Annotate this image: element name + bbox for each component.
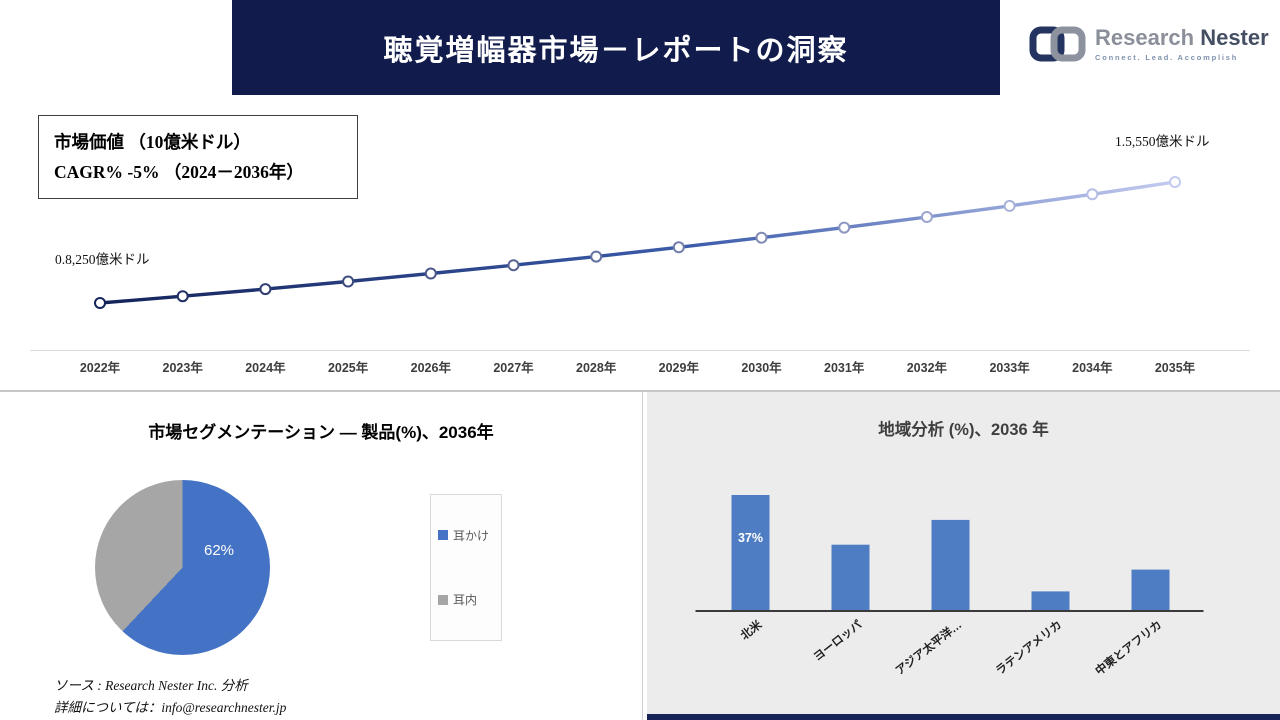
legend-label: 耳内 [453, 593, 478, 608]
regional-analysis-panel: 地域分析 (%)、2036 年 北米 ヨーロッパ アジア太平洋… ラテンアメリカ 中東と… [643, 392, 1280, 720]
svg-text:2034年: 2034年 [1072, 360, 1113, 375]
brand-logo: Research Nester Connect. Lead. Accomplis… [1028, 22, 1269, 66]
svg-text:2031年: 2031年 [824, 360, 865, 375]
brand-logo-text: Research Nester Connect. Lead. Accomplis… [1095, 26, 1269, 63]
legend-item-in-ear: 耳内 [438, 591, 494, 608]
svg-text:2029年: 2029年 [659, 360, 700, 375]
bar-chart-title: 地域分析 (%)、2036 年 [878, 421, 1049, 439]
svg-text:アジア太平洋…: アジア太平洋… [893, 617, 965, 677]
pie-chart-title: 市場セグメンテーション ― 製品(%)、2036年 [148, 423, 494, 442]
title-banner: 聴覚増幅器市場－レポートの洞察 [232, 0, 1000, 95]
cagr-label: CAGR% -5% （2024－2036年） [54, 162, 304, 182]
legend-item-behind-the-ear: 耳かけ [438, 527, 494, 544]
svg-text:2032年: 2032年 [907, 360, 948, 375]
page-title: 聴覚増幅器市場－レポートの洞察 [383, 34, 849, 67]
svg-text:2033年: 2033年 [989, 360, 1030, 375]
line-start-value-label: 0.8,250億米ドル [55, 252, 150, 267]
svg-text:2028年: 2028年 [576, 360, 617, 375]
svg-text:2026年: 2026年 [411, 360, 452, 375]
source-note: ソース : Research Nester Inc. 分析 詳細については：in… [54, 675, 286, 719]
contact-line: 詳細については：info@researchnester.jp [54, 700, 287, 715]
market-value-title: 市場価値 （10億米ドル） [54, 132, 251, 152]
svg-text:37%: 37% [738, 531, 763, 545]
svg-text:2025年: 2025年 [328, 360, 369, 375]
svg-text:2030年: 2030年 [741, 360, 782, 375]
product-segmentation-pie-chart [95, 480, 270, 655]
svg-text:2027年: 2027年 [493, 360, 534, 375]
brand-name-first: Research [1095, 25, 1195, 50]
svg-text:中東とアフリカ: 中東とアフリカ [1092, 617, 1164, 678]
pie-slice-percentage-label: 62% [204, 542, 235, 559]
brand-tagline: Connect. Lead. Accomplish [1095, 53, 1239, 62]
svg-text:2023年: 2023年 [163, 360, 204, 375]
pie-legend: 耳かけ 耳内 [430, 494, 502, 641]
segmentation-panel: 市場セグメンテーション ― 製品(%)、2036年 62% 耳かけ 耳内 ソース… [0, 392, 643, 720]
market-value-info-box: 市場価値 （10億米ドル） CAGR% -5% （2024－2036年） [38, 115, 358, 199]
legend-label: 耳かけ [453, 528, 490, 543]
svg-text:ラテンアメリカ: ラテンアメリカ [993, 618, 1064, 677]
legend-swatch-gray [438, 594, 448, 605]
svg-text:2035年: 2035年 [1155, 360, 1196, 375]
regional-analysis-bar-chart: 北米 ヨーロッパ アジア太平洋… ラテンアメリカ 中東とアフリカ 37% [695, 495, 1204, 678]
legend-swatch-blue [438, 530, 448, 541]
market-value-line-chart: 2022年 2023年 2024年 2025年 2026年 2027年 2028年 2029年… [30, 176, 1250, 375]
brand-name-second: Nester [1200, 25, 1269, 50]
brand-name: Research Nester [1095, 26, 1269, 50]
line-end-value-label: 1.5,550億米ドル [1115, 134, 1210, 149]
svg-text:北米: 北米 [738, 617, 765, 643]
bottom-section: 市場セグメンテーション ― 製品(%)、2036年 62% 耳かけ 耳内 ソース… [0, 390, 1280, 720]
svg-text:2022年: 2022年 [80, 360, 121, 375]
source-line: ソース : Research Nester Inc. 分析 [54, 678, 248, 693]
svg-text:2024年: 2024年 [245, 360, 286, 375]
svg-text:ヨーロッパ: ヨーロッパ [811, 618, 865, 664]
brand-logo-icon [1029, 26, 1086, 62]
bottom-accent-strip [647, 714, 1280, 720]
